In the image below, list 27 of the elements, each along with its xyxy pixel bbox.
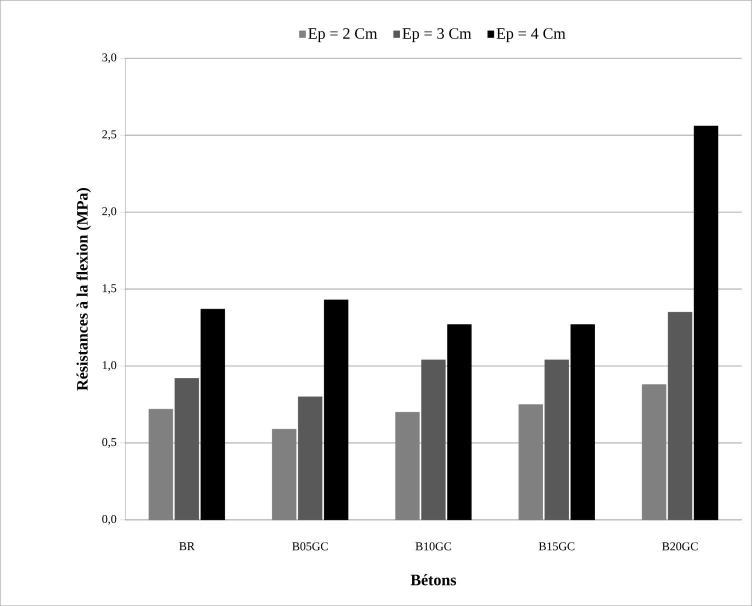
y-tick-label: 1,5 <box>102 284 116 294</box>
y-tick-label: 0,0 <box>102 514 116 525</box>
bar <box>174 378 200 520</box>
x-axis-title: Bétons <box>410 574 456 586</box>
x-tick-label: B20GC <box>662 542 698 550</box>
y-tick-label: 3,0 <box>102 53 116 64</box>
bar <box>421 360 446 520</box>
y-tick-label: 2,0 <box>102 207 116 217</box>
bar <box>694 126 718 520</box>
x-tick-label: B15GC <box>538 542 574 550</box>
legend-label: Ep = 4 Cm <box>496 28 566 42</box>
bar <box>668 312 692 520</box>
x-tick-label: B05GC <box>292 542 328 550</box>
bar <box>324 300 348 520</box>
x-tick-label: BR <box>179 542 195 550</box>
legend-label: Ep = 2 Cm <box>308 28 378 42</box>
bar <box>298 396 322 520</box>
bar <box>544 360 569 520</box>
legend-label: Ep = 3 Cm <box>402 28 472 42</box>
x-tick-label: B10GC <box>416 542 452 550</box>
bar <box>200 308 226 520</box>
bar <box>447 324 472 520</box>
bar <box>570 324 595 520</box>
y-tick-label: 0,5 <box>102 438 116 448</box>
y-axis-title: Résistances à la flexion (MPa) <box>76 188 91 390</box>
y-tick-label: 1,0 <box>102 361 116 371</box>
y-tick-label: 2,5 <box>102 130 116 140</box>
